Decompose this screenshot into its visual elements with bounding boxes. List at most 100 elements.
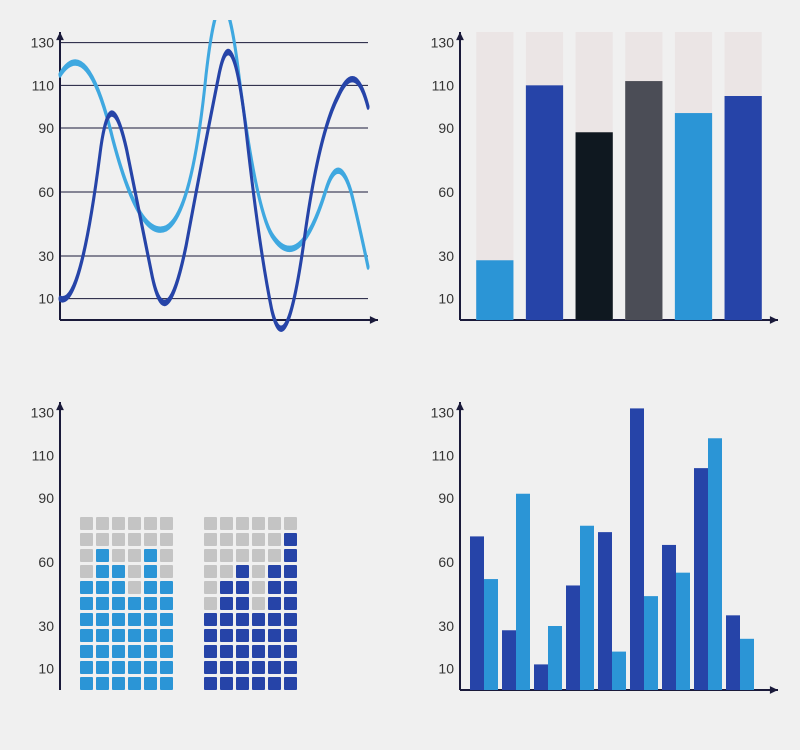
matrix-cell bbox=[112, 533, 125, 546]
matrix-cell bbox=[80, 645, 93, 658]
matrix-cell bbox=[144, 629, 157, 642]
grouped-bar-segment bbox=[676, 573, 690, 690]
bar bbox=[675, 113, 712, 320]
matrix-cell bbox=[96, 613, 109, 626]
matrix-cell bbox=[128, 677, 141, 690]
matrix-cell bbox=[128, 533, 141, 546]
matrix-cell bbox=[284, 661, 297, 674]
matrix-cell bbox=[268, 613, 281, 626]
matrix-cell bbox=[236, 677, 249, 690]
grouped-bar-segment bbox=[726, 615, 740, 690]
ytick-label: 10 bbox=[438, 661, 454, 677]
matrix-cell bbox=[80, 661, 93, 674]
matrix-cell bbox=[284, 581, 297, 594]
bar bbox=[576, 132, 613, 320]
grouped-bar-segment bbox=[708, 438, 722, 690]
matrix-cell bbox=[220, 581, 233, 594]
matrix-cell bbox=[268, 629, 281, 642]
matrix-cell bbox=[80, 517, 93, 530]
ytick-label: 10 bbox=[438, 291, 454, 307]
matrix-cell bbox=[144, 613, 157, 626]
ytick-label: 90 bbox=[38, 120, 54, 136]
matrix-cell bbox=[96, 629, 109, 642]
matrix-cell bbox=[112, 677, 125, 690]
matrix-cell bbox=[268, 677, 281, 690]
matrix-cell bbox=[80, 581, 93, 594]
matrix-cell bbox=[268, 565, 281, 578]
matrix-cell bbox=[252, 581, 265, 594]
matrix-cell bbox=[236, 613, 249, 626]
matrix-cell bbox=[268, 661, 281, 674]
matrix-cell bbox=[112, 645, 125, 658]
bar bbox=[476, 260, 513, 320]
ytick-label: 60 bbox=[438, 554, 454, 570]
matrix-cell bbox=[144, 565, 157, 578]
matrix-cell bbox=[144, 645, 157, 658]
matrix-cell bbox=[160, 549, 173, 562]
matrix-cell bbox=[204, 581, 217, 594]
matrix-cell bbox=[96, 533, 109, 546]
matrix-cell bbox=[252, 533, 265, 546]
matrix-cell bbox=[204, 677, 217, 690]
matrix-cell bbox=[204, 613, 217, 626]
matrix-cell bbox=[80, 549, 93, 562]
matrix-cell bbox=[128, 565, 141, 578]
matrix-cell bbox=[220, 613, 233, 626]
matrix-cell bbox=[220, 629, 233, 642]
matrix-cell bbox=[80, 533, 93, 546]
ytick-label: 30 bbox=[38, 618, 54, 634]
matrix-cell bbox=[220, 597, 233, 610]
matrix-cell bbox=[236, 661, 249, 674]
matrix-cell bbox=[112, 549, 125, 562]
grouped-bar-segment bbox=[662, 545, 676, 690]
matrix-cell bbox=[204, 549, 217, 562]
matrix-cell bbox=[284, 613, 297, 626]
ytick-label: 60 bbox=[38, 184, 54, 200]
matrix-cell bbox=[220, 661, 233, 674]
grouped-bar-segment bbox=[470, 536, 484, 690]
matrix-cell bbox=[204, 533, 217, 546]
matrix-cell bbox=[112, 597, 125, 610]
matrix-cell bbox=[204, 661, 217, 674]
matrix-cell bbox=[220, 645, 233, 658]
matrix-cell bbox=[80, 597, 93, 610]
matrix-cell bbox=[96, 517, 109, 530]
matrix-cell bbox=[144, 597, 157, 610]
matrix-cell bbox=[80, 613, 93, 626]
matrix-cell bbox=[236, 517, 249, 530]
matrix-cell bbox=[204, 645, 217, 658]
matrix-cell bbox=[144, 661, 157, 674]
ytick-label: 90 bbox=[38, 490, 54, 506]
matrix-cell bbox=[220, 517, 233, 530]
matrix-cell bbox=[144, 549, 157, 562]
ytick-label: 130 bbox=[31, 35, 55, 51]
matrix-cell bbox=[284, 645, 297, 658]
grouped-bar-segment bbox=[566, 585, 580, 690]
grouped-bar-segment bbox=[580, 526, 594, 690]
matrix-cell bbox=[284, 549, 297, 562]
matrix-cell bbox=[128, 581, 141, 594]
matrix-cell bbox=[160, 517, 173, 530]
grouped-bar-segment bbox=[630, 408, 644, 690]
matrix-cell bbox=[236, 581, 249, 594]
matrix-cell bbox=[144, 517, 157, 530]
matrix-cell bbox=[128, 613, 141, 626]
matrix-cell bbox=[112, 661, 125, 674]
ytick-label: 10 bbox=[38, 291, 54, 307]
matrix-cell bbox=[128, 549, 141, 562]
bar-chart: 10306090110130 bbox=[420, 20, 790, 360]
matrix-cell bbox=[268, 597, 281, 610]
matrix-cell bbox=[160, 613, 173, 626]
matrix-cell bbox=[252, 645, 265, 658]
matrix-cell bbox=[80, 565, 93, 578]
matrix-cell bbox=[268, 645, 281, 658]
ytick-label: 110 bbox=[432, 77, 455, 93]
matrix-cell bbox=[160, 597, 173, 610]
bar bbox=[625, 81, 662, 320]
matrix-cell bbox=[204, 597, 217, 610]
matrix-cell bbox=[96, 677, 109, 690]
matrix-cell bbox=[112, 581, 125, 594]
matrix-cell bbox=[160, 533, 173, 546]
chart-line bbox=[60, 52, 368, 329]
matrix-cell bbox=[252, 597, 265, 610]
